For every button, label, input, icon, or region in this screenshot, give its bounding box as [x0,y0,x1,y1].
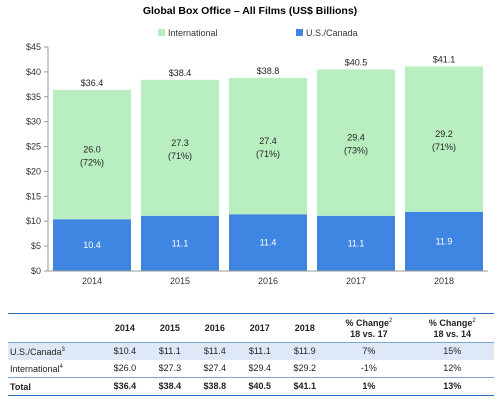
table-cell: $40.5 [248,381,272,391]
table-header-year: 2014 [114,322,135,333]
y-tick-label: $0 [31,266,41,276]
bar-international [405,66,483,212]
table-cell: $27.4 [203,363,227,373]
box-office-table: 2014 2015 2016 2017 2018 % Change2 18 vs… [8,313,494,396]
data-label-total: $36.4 [81,78,104,88]
y-tick-label: $10 [26,216,41,226]
y-tick-label: $25 [26,142,41,152]
bar-international [317,69,395,216]
table-cell: $29.2 [293,363,317,373]
table-row-total: Total $36.4 $38.4 $38.8 $40.5 $41.1 1% 1… [8,378,494,396]
bars: 10.4 26.0 (72%) $36.4 11.1 27.3 (71%) $38.4 11.4… [53,54,483,271]
table-cell: $11.4 [203,346,226,356]
table-cell: $38.8 [203,381,227,391]
data-label-us-canada: 11.9 [436,236,453,246]
data-label-international: 29.2 [435,129,453,139]
table-cell: $36.4 [113,381,137,391]
y-tick-label: $35 [26,92,41,102]
bar-us-canada [53,219,131,271]
y-tick-label: $40 [26,67,41,77]
data-label-us-canada: 11.1 [172,238,189,248]
y-tick-label: $30 [26,117,41,127]
table-cell: $11.9 [293,346,316,356]
table-cell: $27.3 [158,363,182,373]
legend-label: U.S./Canada [306,28,358,38]
legend-swatch [158,29,165,36]
bar-international [229,77,307,215]
table-cell: $10.4 [113,346,137,356]
table-row-label: Total [10,382,31,392]
x-tick-label: 2015 [170,276,190,286]
chart-legend: International U.S./Canada [158,28,358,38]
data-label-international: 27.3 [171,138,189,148]
table-row-us-canada: U.S./Canada3 $10.4 $11.1 $11.4 $11.1 $11… [8,342,494,360]
bar-us-canada [229,214,307,271]
data-label-international-pct: (72%) [80,158,104,168]
x-tick-label: 2017 [346,276,366,286]
table-row-label: International4 [10,364,63,374]
table-header-label [8,314,102,343]
table-cell: 15% [443,346,462,356]
x-axis: 2014 2015 2016 2017 2018 [48,270,488,286]
bar-international [141,79,219,216]
x-tick-label: 2018 [434,276,454,286]
table-cell: $11.1 [158,346,181,356]
data-label-total: $41.1 [433,54,456,64]
data-label-total: $38.8 [257,66,280,76]
data-label-total: $40.5 [345,57,368,67]
table-cell: $11.1 [248,346,271,356]
table-cell: 12% [443,363,462,373]
table-cell: $38.4 [158,381,182,391]
legend-label: International [168,28,218,38]
table-cell: $41.1 [293,381,317,391]
y-axis: $0 $5 $10 $15 $20 $25 $30 $35 $40 $45 [26,42,49,276]
table-header-year: 2016 [204,322,225,333]
bar-us-canada [405,211,483,271]
y-tick-label: $20 [26,166,41,176]
box-office-chart: Global Box Office – All Films (US$ Billi… [26,5,488,286]
bar-international [53,89,131,220]
data-label-international-pct: (71%) [432,142,456,152]
table-header-change-18-vs-14: % Change2 18 vs. 14 [428,318,476,339]
table-row-label: U.S./Canada3 [10,347,65,357]
legend-swatch [296,29,303,36]
table-cell: 7% [362,346,376,356]
table-header-year: 2015 [159,322,180,333]
data-label-total: $38.4 [169,68,192,78]
table-header-change-18-vs-17: % Change2 18 vs. 17 [345,318,393,339]
table-row-international: International4 $26.0 $27.3 $27.4 $29.4 $… [8,360,494,378]
data-label-international-pct: (71%) [256,149,280,159]
table-cell: 13% [443,381,462,391]
table-cell: -1% [360,363,377,373]
data-label-international: 29.4 [347,133,365,143]
data-label-international-pct: (71%) [168,151,192,161]
data-label-us-canada: 11.1 [348,238,365,248]
bar-us-canada [317,215,395,271]
data-label-international: 27.4 [259,136,277,146]
x-tick-label: 2016 [258,276,278,286]
chart-title: Global Box Office – All Films (US$ Billi… [143,5,357,17]
table-header-year: 2018 [294,322,315,333]
data-label-us-canada: 11.4 [260,238,277,248]
data-label-international: 26.0 [83,145,101,155]
table-cell: $26.0 [113,363,137,373]
y-tick-label: $15 [26,191,41,201]
y-tick-label: $5 [31,241,41,251]
table-header-row: 2014 2015 2016 2017 2018 % Change2 18 vs… [8,313,494,343]
table-cell: $29.4 [248,363,272,373]
table-cell: 1% [362,381,376,391]
data-label-international-pct: (73%) [344,146,368,156]
data-label-us-canada: 10.4 [83,240,101,250]
table-header-year: 2017 [249,322,270,333]
bar-us-canada [141,215,219,271]
y-tick-label: $45 [26,42,41,52]
x-tick-label: 2014 [82,276,102,286]
